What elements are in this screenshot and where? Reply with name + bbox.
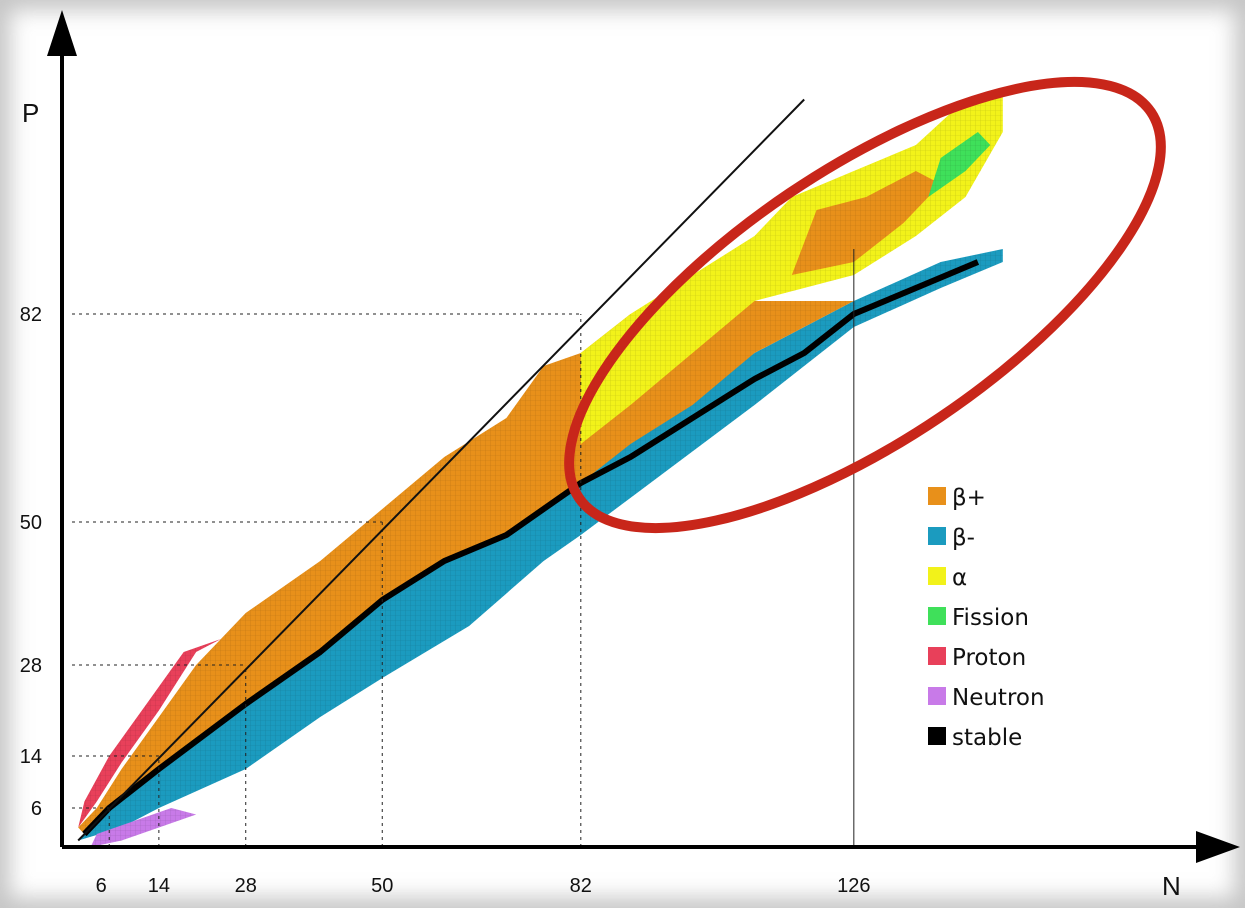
legend-label: Fission [952, 605, 1029, 631]
x-tick-label: 6 [96, 875, 107, 897]
legend-swatch [928, 567, 946, 585]
legend-swatch [928, 487, 946, 505]
beta-plus-island-grid [791, 171, 941, 275]
y-tick-label: 50 [20, 512, 42, 534]
x-tick-label: 28 [235, 875, 257, 897]
x-axis-label: N [1162, 871, 1181, 901]
x-tick-label: 50 [371, 875, 393, 897]
y-axis-arrow [47, 10, 77, 56]
legend-swatch [928, 687, 946, 705]
y-tick-label: 6 [31, 798, 42, 820]
x-tick-label: 82 [570, 875, 592, 897]
x-tick-label: 14 [148, 875, 170, 897]
legend-label: α [952, 565, 967, 591]
legend-label: β- [952, 525, 975, 551]
legend-label: stable [952, 725, 1022, 751]
fission-band-grid [928, 132, 991, 197]
y-tick-label: 14 [20, 746, 42, 768]
legend-label: Neutron [952, 685, 1045, 711]
legend-swatch [928, 607, 946, 625]
stable-nuclei-line [82, 259, 980, 837]
neutron-band-grid [90, 808, 197, 847]
highlight-ellipse [564, 76, 1166, 534]
y-tick-label: 82 [20, 304, 42, 326]
y-axis-label: P [22, 98, 39, 128]
legend-swatch [928, 647, 946, 665]
y-tick-label: 28 [20, 655, 42, 677]
legend-swatch [928, 527, 946, 545]
n-equals-p-line [77, 98, 805, 842]
legend-swatch [928, 727, 946, 745]
x-axis-arrow [1196, 831, 1240, 863]
x-tick-label: 126 [837, 875, 870, 897]
beta-minus-band-grid [78, 249, 1003, 841]
legend-label: Proton [952, 645, 1026, 671]
legend-label: β+ [952, 485, 986, 511]
